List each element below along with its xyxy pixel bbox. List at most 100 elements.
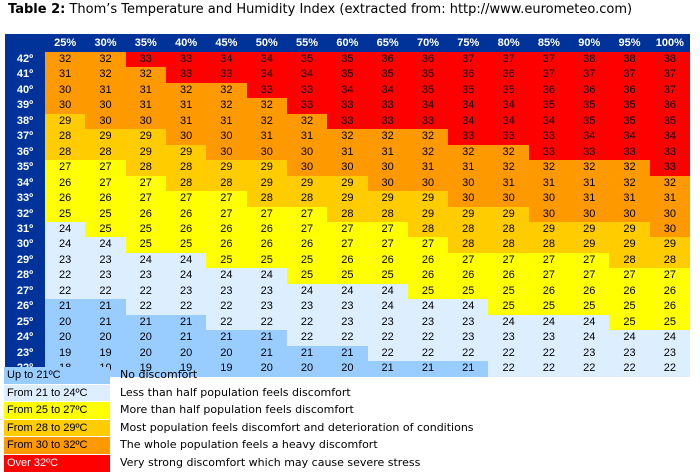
temperature-label: 24º	[5, 330, 45, 346]
index-cell: 23	[165, 283, 207, 300]
index-cell: 33	[649, 144, 690, 161]
legend-description: Less than half population feels discomfo…	[120, 385, 351, 399]
temperature-label: 42º	[5, 52, 45, 68]
table-row: 33º 26 26 27 27 27 28 28 29 29 29 30 30 30 31 31 31	[5, 191, 690, 207]
index-cell: 22	[367, 345, 408, 362]
index-cell: 32	[609, 160, 650, 176]
index-cell: 24	[327, 283, 368, 300]
index-cell: 28	[45, 144, 86, 161]
humidity-header: 75%	[448, 34, 489, 52]
legend-description: More than half population feels discomfo…	[120, 403, 354, 417]
index-cell: 26	[165, 206, 207, 222]
index-cell: 32	[246, 98, 287, 114]
index-cell: 32	[407, 129, 449, 145]
index-cell: 24	[45, 221, 86, 238]
humidity-header: 60%	[327, 34, 368, 52]
index-cell: 36	[528, 82, 570, 99]
index-cell: 25	[488, 299, 529, 315]
index-cell: 29	[448, 206, 489, 222]
index-cell: 22	[327, 330, 368, 346]
legend-swatch: From 30 to 32ºC	[4, 437, 110, 454]
index-cell: 26	[488, 268, 529, 284]
index-cell: 35	[367, 67, 408, 83]
index-cell: 27	[286, 206, 328, 222]
index-cell: 32	[327, 129, 368, 145]
index-cell: 34	[327, 82, 368, 99]
index-cell: 23	[85, 252, 126, 269]
index-cell: 31	[488, 175, 529, 192]
index-cell: 29	[367, 191, 408, 207]
index-cell: 24	[609, 330, 650, 346]
index-cell: 23	[448, 330, 489, 346]
index-cell: 23	[488, 330, 529, 346]
humidity-header: 95%	[609, 34, 650, 52]
index-cell: 30	[528, 206, 570, 222]
table-row: 32º 25 25 26 26 27 27 27 28 28 29 29 29 30 30 30 30	[5, 206, 690, 222]
index-cell: 25	[609, 314, 650, 331]
index-cell: 22	[407, 330, 449, 346]
index-cell: 26	[569, 283, 610, 300]
index-cell: 31	[286, 129, 328, 145]
index-cell: 25	[45, 206, 86, 222]
index-cell: 23	[327, 299, 368, 315]
index-cell: 25	[125, 237, 166, 253]
index-cell: 26	[407, 252, 449, 269]
index-cell: 37	[609, 67, 650, 83]
index-cell: 30	[367, 175, 408, 192]
index-cell: 26	[649, 283, 690, 300]
index-cell: 31	[528, 175, 570, 192]
index-cell: 22	[448, 345, 489, 362]
index-cell: 28	[528, 237, 570, 253]
index-cell: 23	[246, 299, 287, 315]
temperature-label: 33º	[5, 191, 45, 207]
humidity-header: 40%	[165, 34, 207, 52]
index-cell: 25	[528, 299, 570, 315]
index-cell: 31	[569, 175, 610, 192]
index-cell: 30	[367, 160, 408, 176]
index-cell: 24	[528, 314, 570, 331]
index-cell: 26	[367, 252, 408, 269]
index-cell: 26	[286, 237, 328, 253]
index-cell: 22	[609, 361, 650, 377]
index-cell: 35	[528, 98, 570, 114]
table-row: 27º 22 22 22 23 23 23 24 24 24 25 25 25 26 26 26 26	[5, 283, 690, 300]
index-cell: 25	[85, 221, 126, 238]
index-cell: 30	[206, 144, 247, 161]
index-cell: 21	[125, 314, 166, 331]
index-cell: 27	[286, 221, 328, 238]
index-cell: 37	[448, 52, 489, 68]
index-cell: 19	[85, 345, 126, 362]
index-cell: 35	[609, 98, 650, 114]
index-cell: 31	[327, 144, 368, 161]
index-cell: 34	[206, 52, 247, 68]
index-cell: 26	[85, 191, 126, 207]
index-cell: 33	[246, 82, 287, 99]
index-cell: 25	[246, 252, 287, 269]
index-cell: 25	[569, 299, 610, 315]
legend-description: The whole population feels a heavy disco…	[120, 438, 378, 452]
index-cell: 34	[528, 113, 570, 130]
index-cell: 26	[206, 221, 247, 238]
index-cell: 30	[448, 175, 489, 192]
index-cell: 33	[407, 113, 449, 130]
index-cell: 29	[246, 175, 287, 192]
index-cell: 35	[569, 98, 610, 114]
index-cell: 21	[286, 345, 328, 362]
index-cell: 28	[45, 129, 86, 145]
temperature-label: 25º	[5, 314, 45, 331]
index-cell: 36	[649, 98, 690, 114]
table-row: 40º 30 31 31 32 32 33 33 34 34 35 35 35 36 36 36 37	[5, 82, 690, 99]
table-row: 35º 27 27 28 28 29 29 30 30 30 31 31 32 32 32 32 33	[5, 160, 690, 176]
temperature-label: 32º	[5, 206, 45, 222]
index-cell: 24	[286, 283, 328, 300]
index-cell: 37	[649, 82, 690, 99]
index-cell: 27	[649, 268, 690, 284]
table-body: 42º 32 32 33 33 34 34 35 35 36 36 37 37 37 38 38 38 41º 31…	[5, 52, 690, 377]
index-cell: 32	[649, 175, 690, 192]
index-cell: 32	[569, 160, 610, 176]
index-cell: 23	[125, 268, 166, 284]
index-cell: 27	[569, 268, 610, 284]
index-cell: 22	[528, 345, 570, 362]
index-cell: 31	[609, 191, 650, 207]
index-cell: 29	[327, 191, 368, 207]
